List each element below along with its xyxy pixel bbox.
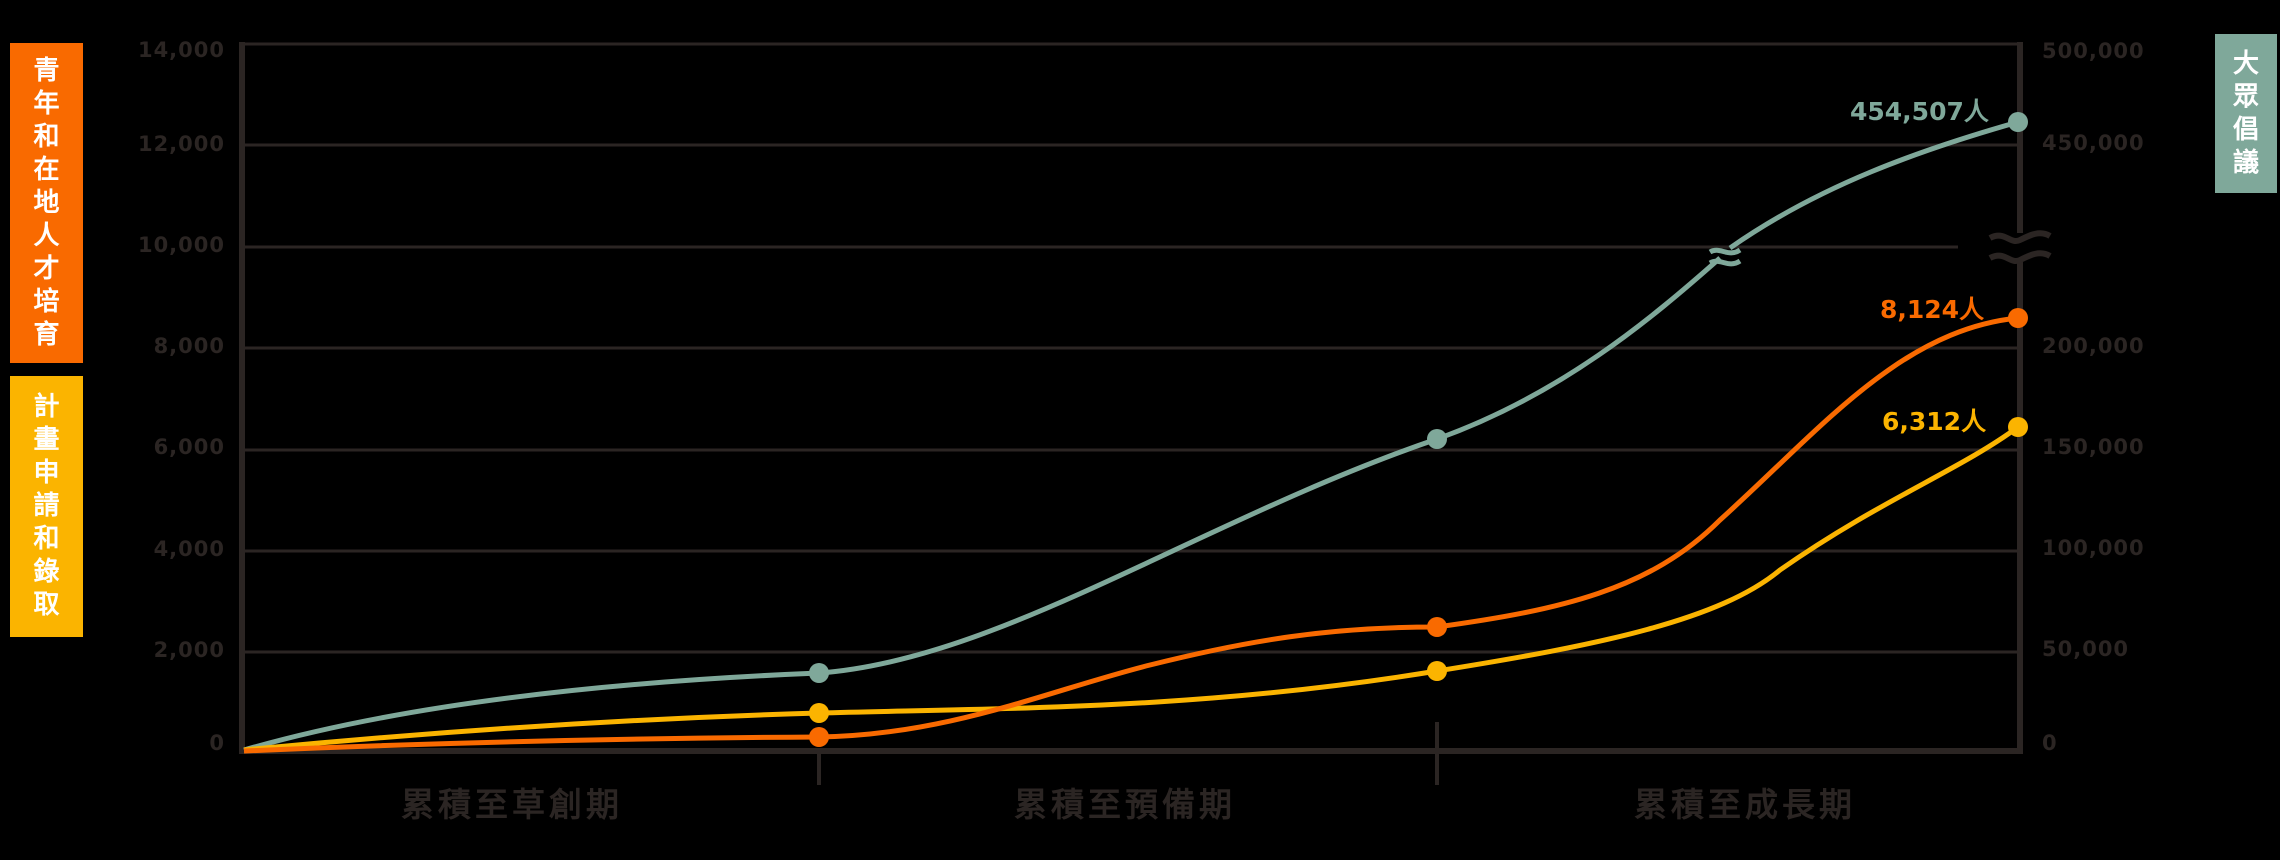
label-char: 大 [2232,48,2259,79]
left-axis-tick: 10,000 [137,233,225,257]
legend-label-program-applications: 計 畫 申 請 和 錄 取 [10,376,83,637]
marker-advocacy [809,663,829,683]
series-line-advocacy [243,256,1722,753]
right-axis-tick: 100,000 [2042,536,2145,560]
left-axis-tick: 14,000 [137,38,225,62]
label-char: 眾 [2232,81,2259,112]
line-break-icon [1708,247,1742,267]
label-char: 錄 [33,557,60,587]
label-char: 取 [33,590,60,620]
left-axis-tick: 0 [209,731,225,755]
right-axis-tick: 50,000 [2042,637,2130,661]
axis-break-icon [1988,230,2052,265]
label-char: 和 [33,524,60,554]
label-char: 青 [33,55,60,86]
label-char: 人 [33,220,60,251]
label-char: 請 [33,491,60,521]
marker-program [2008,417,2028,437]
label-char: 申 [33,458,60,488]
legend-label-talent-cultivation: 青 年 和 在 地 人 才 培 育 [10,43,83,363]
marker-talent [809,727,829,747]
series-line-advocacy-upper [1728,119,2019,251]
legend-label-public-advocacy: 大 眾 倡 議 [2215,34,2277,193]
marker-advocacy [1427,429,1447,449]
series-line-talent [243,315,2019,754]
marker-talent [2008,308,2028,328]
right-axis-tick: 150,000 [2042,435,2145,459]
label-char: 議 [2232,147,2259,178]
right-axis-tick: 500,000 [2042,39,2145,63]
left-axis-tick: 12,000 [137,132,225,156]
marker-program [809,703,829,723]
label-char: 年 [33,88,60,119]
series-line-program [243,424,2020,753]
label-char: 育 [33,319,60,350]
axes [239,42,2023,785]
x-axis-label: 累積至預備期 [1014,785,1236,824]
end-label-talent: 8,124人 [1880,295,1985,324]
right-axis-tick: 200,000 [2042,334,2145,358]
data-markers [809,112,2028,747]
marker-advocacy [2008,112,2028,132]
marker-talent [1427,617,1447,637]
label-char: 畫 [33,425,60,455]
left-axis-tick: 6,000 [153,435,225,459]
left-axis-tick: 8,000 [153,334,225,358]
gridlines [242,42,2020,654]
end-label-program: 6,312人 [1882,407,1987,436]
x-axis-label: 累積至草創期 [401,785,623,824]
label-char: 培 [33,286,60,317]
label-char: 計 [33,392,60,422]
label-char: 倡 [2232,114,2259,145]
label-char: 和 [33,121,60,152]
x-axis-label: 累積至成長期 [1634,785,1856,824]
label-char: 在 [33,154,60,185]
right-axis-tick: 450,000 [2042,131,2145,155]
marker-program [1427,661,1447,681]
end-label-advocacy: 454,507人 [1850,97,1989,126]
left-axis-tick: 2,000 [153,638,225,662]
right-axis-tick: 0 [2042,731,2058,755]
label-char: 地 [33,187,60,218]
label-char: 才 [33,253,60,284]
left-axis-tick: 4,000 [153,537,225,561]
